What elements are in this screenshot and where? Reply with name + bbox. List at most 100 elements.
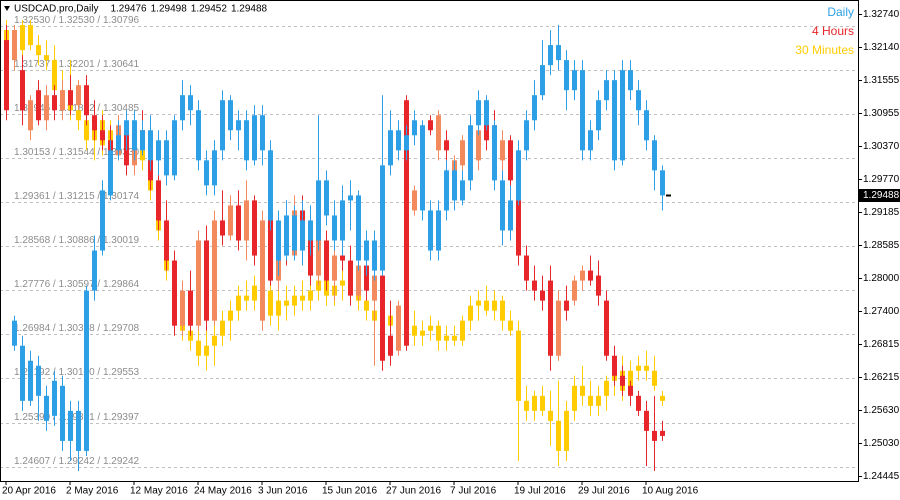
candle-body	[436, 325, 441, 341]
y-tick-label: 1.32140	[863, 42, 900, 53]
candle-body	[412, 325, 417, 336]
last-price-label: 1.29488	[863, 190, 900, 201]
candle-body	[620, 70, 625, 161]
candle-body	[364, 265, 369, 291]
candle-body	[348, 195, 353, 201]
candle-body	[228, 100, 233, 131]
level-label: 1.26192 / 1.30100 / 1.29553	[14, 367, 140, 378]
candle-body	[300, 295, 305, 301]
candle-body	[404, 135, 409, 151]
y-tick-label: 1.25030	[863, 438, 900, 449]
candle-body	[540, 65, 545, 96]
candle-body	[36, 45, 41, 56]
candle-body	[28, 360, 33, 401]
candle-body	[364, 240, 369, 261]
candle-body	[628, 385, 633, 396]
candle-body	[644, 365, 649, 371]
candle-body	[596, 395, 601, 406]
candle-body	[476, 130, 481, 161]
candle-body	[524, 400, 529, 411]
x-tick-label: 20 Apr 2016	[2, 486, 56, 497]
candle-body	[492, 125, 497, 181]
candle-body	[308, 290, 313, 301]
candle-body	[540, 395, 545, 411]
candle-body	[484, 120, 489, 141]
candle-body	[580, 385, 585, 396]
candle-body	[516, 330, 521, 401]
candle-body	[236, 120, 241, 131]
candle-body	[620, 375, 625, 386]
candle-body	[548, 280, 553, 356]
candle-body	[76, 85, 81, 106]
candle-body	[340, 280, 345, 286]
candle-body	[324, 240, 329, 281]
candle-body	[532, 95, 537, 121]
candle-body	[308, 220, 313, 241]
candle-body	[468, 305, 473, 321]
candle-body	[572, 385, 577, 411]
header-value: 1.29488	[231, 4, 268, 15]
level-label: 1.27776 / 1.30597 / 1.29864	[14, 279, 140, 290]
candle-body	[12, 320, 17, 346]
candle-body	[244, 120, 249, 161]
candle-body	[92, 250, 97, 291]
candle-body	[116, 135, 121, 151]
candle-body	[524, 255, 529, 281]
candle-body	[52, 95, 57, 111]
y-tick-label: 1.31555	[863, 75, 900, 86]
symbol: USDCAD.pro,Daily	[14, 4, 98, 15]
last-price-box	[859, 189, 900, 202]
candle-body	[564, 60, 569, 91]
candle-body	[500, 140, 505, 161]
candle-body	[564, 410, 569, 451]
candle-body	[268, 220, 273, 281]
level-label: 1.29361 / 1.31215 / 1.30174	[14, 191, 140, 202]
candle-body	[20, 345, 25, 401]
candle-body	[204, 345, 209, 356]
candle-body	[420, 330, 425, 336]
candle-body	[612, 355, 617, 376]
candle-body	[244, 295, 249, 301]
candle-body	[284, 215, 289, 256]
candle-body	[460, 320, 465, 341]
x-tick-label: 24 May 2016	[194, 486, 252, 497]
candle-body	[228, 310, 233, 321]
y-tick-label: 1.29185	[863, 207, 900, 218]
candle-body	[4, 40, 9, 111]
candle-body	[580, 70, 585, 151]
y-tick-label: 1.30370	[863, 141, 900, 152]
candle-body	[268, 150, 273, 221]
candle-body	[380, 275, 385, 361]
candle-body	[68, 410, 73, 441]
candle-body	[68, 90, 73, 106]
candle-body	[108, 150, 113, 196]
candle-body	[356, 195, 361, 261]
legend-entry: 4 Hours	[812, 24, 854, 38]
candle-body	[588, 130, 593, 151]
x-tick-label: 27 Jun 2016	[386, 486, 441, 497]
candle-body	[444, 335, 449, 341]
level-label: 1.32530 / 1.32530 / 1.30796	[14, 15, 140, 26]
y-tick-label: 1.28585	[863, 240, 900, 251]
candle-body	[476, 300, 481, 306]
candle-body	[444, 140, 449, 151]
candle-body	[588, 395, 593, 406]
candle-body	[44, 395, 49, 421]
candle-body	[388, 130, 393, 166]
candle-body	[260, 220, 265, 321]
candle-body	[644, 110, 649, 141]
candle-body	[588, 270, 593, 281]
candle-body	[492, 300, 497, 311]
candle-body	[284, 300, 289, 306]
candle-body	[500, 180, 505, 231]
candle-body	[196, 110, 201, 161]
candle-body	[204, 240, 209, 321]
candle-body	[364, 300, 369, 311]
candle-body	[532, 395, 537, 411]
candle-body	[100, 130, 105, 141]
legend-entry: Daily	[827, 5, 854, 19]
candle-body	[84, 290, 89, 451]
x-tick-label: 3 Jun 2016	[258, 486, 308, 497]
candle-body	[164, 220, 169, 261]
